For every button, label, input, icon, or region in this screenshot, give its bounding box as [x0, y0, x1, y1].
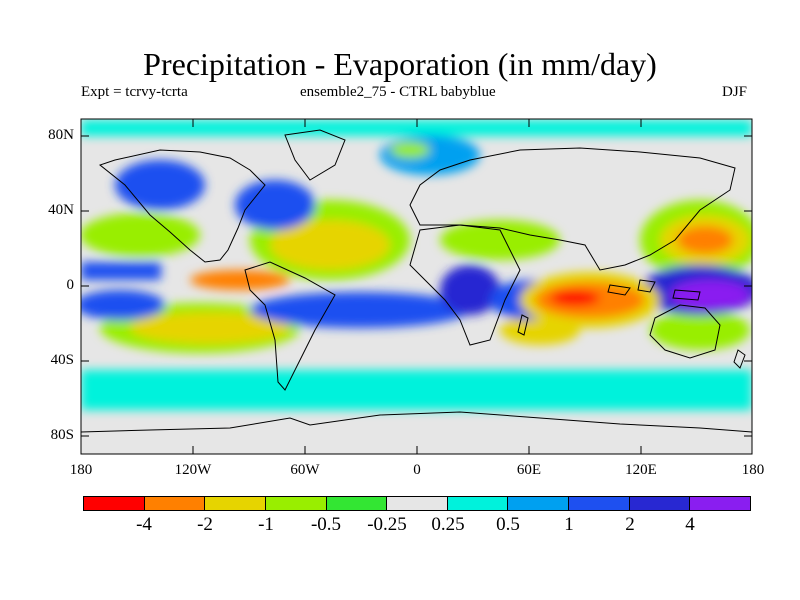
lat-label-40s: 40S: [50, 352, 74, 368]
colorbar-swatch: [508, 497, 570, 510]
lat-label-80s: 80S: [50, 427, 74, 443]
colorbar-swatch: [569, 497, 630, 510]
colorbar-swatch: [265, 497, 327, 510]
colorbar-label: -1: [258, 514, 274, 535]
colorbar-swatch: [205, 497, 266, 510]
colorbar-label: -2: [197, 514, 213, 535]
colorbar-label: 4: [685, 514, 695, 535]
lon-label-180e: 180: [741, 462, 765, 478]
colorbar-label: 0.25: [431, 514, 465, 535]
colorbar-swatch: [387, 497, 448, 510]
lon-label-120w: 120W: [174, 462, 212, 478]
lon-label-60e: 60E: [516, 462, 542, 478]
chart-title: Precipitation - Evaporation (in mm/day): [143, 46, 657, 82]
colorbar-swatch: [690, 497, 751, 510]
colorbar: [83, 496, 751, 511]
lat-label-40n: 40N: [48, 202, 74, 218]
season-label: DJF: [722, 84, 748, 100]
experiment-label: Expt = tcrvy-tcrta: [81, 84, 188, 100]
lat-label-80n: 80N: [48, 127, 74, 143]
colorbar-swatch: [144, 497, 206, 510]
lon-label-60w: 60W: [290, 462, 320, 478]
colorbar-label: 1: [564, 514, 574, 535]
colorbar-label: 2: [625, 514, 635, 535]
colorbar-swatch: [84, 497, 145, 510]
colorbar-label: -0.25: [367, 514, 407, 535]
colorbar-label: 0.5: [496, 514, 520, 535]
colorbar-swatch: [629, 497, 691, 510]
colorbar-label: -4: [136, 514, 152, 535]
lon-label-180w: 180: [69, 462, 93, 478]
field-layer: [81, 120, 752, 410]
coastlines: [80, 129, 753, 433]
lon-label-0: 0: [413, 462, 421, 478]
colorbar-label: -0.5: [310, 514, 342, 535]
colorbar-swatch: [447, 497, 509, 510]
ensemble-label: ensemble2_75 - CTRL babyblue: [300, 84, 496, 100]
lon-label-120e: 120E: [625, 462, 657, 478]
colorbar-swatch: [326, 497, 388, 510]
map-frame: [80, 118, 753, 455]
lat-label-0: 0: [66, 277, 75, 293]
